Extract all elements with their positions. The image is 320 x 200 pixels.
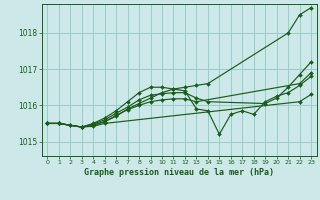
- X-axis label: Graphe pression niveau de la mer (hPa): Graphe pression niveau de la mer (hPa): [84, 168, 274, 177]
